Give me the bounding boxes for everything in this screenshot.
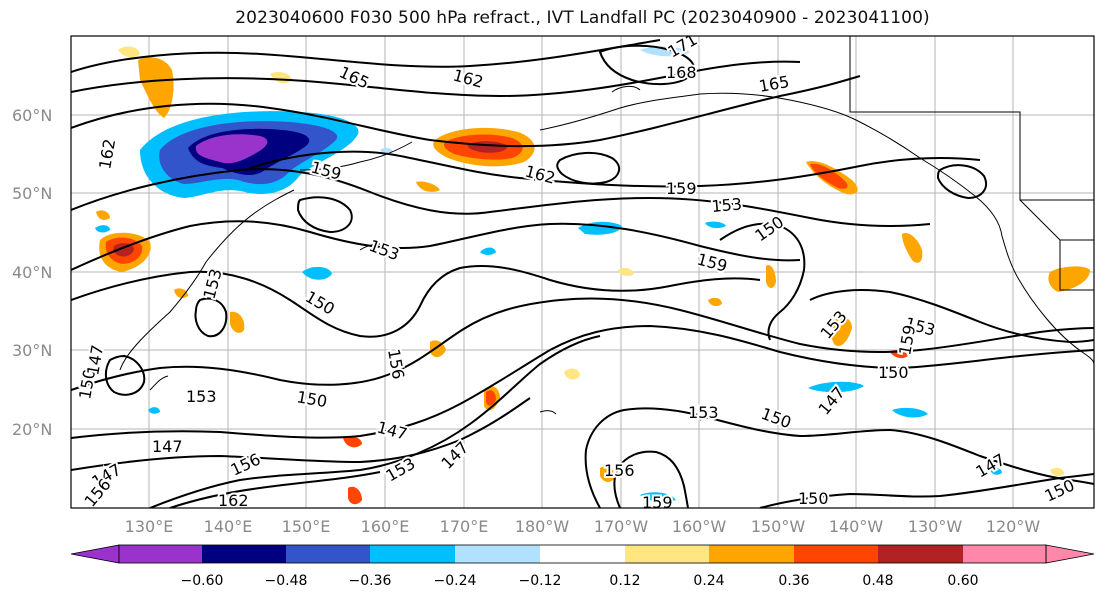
colorbar-segment bbox=[202, 545, 286, 563]
lon-label: 150°E bbox=[282, 517, 331, 536]
lat-label-40n: 40°N bbox=[12, 263, 52, 282]
colorbar-segment bbox=[119, 545, 202, 563]
colorbar-tick-label: 0.60 bbox=[947, 573, 978, 589]
lon-label: 140°W bbox=[829, 517, 884, 536]
colorbar-segment bbox=[455, 545, 540, 563]
colorbar-tick-label: −0.24 bbox=[434, 573, 477, 589]
latitude-labels: 60°N 50°N 40°N 30°N 20°N bbox=[12, 106, 52, 439]
contour-label: 150 bbox=[878, 363, 909, 382]
contour-label: 159 bbox=[642, 493, 673, 512]
lon-label: 170°E bbox=[440, 517, 489, 536]
contour-label: 153 bbox=[688, 403, 719, 422]
lon-label: 160°E bbox=[361, 517, 410, 536]
lon-label: 130°W bbox=[908, 517, 963, 536]
contour-label: 159 bbox=[666, 179, 697, 198]
lon-label: 130°E bbox=[125, 517, 174, 536]
colorbar-segment bbox=[286, 545, 370, 563]
contour-label: 162 bbox=[218, 491, 249, 510]
map-frame bbox=[70, 35, 1095, 509]
colorbar-ticks: −0.60 −0.48 −0.36 −0.24 −0.12 0.12 0.24 … bbox=[181, 573, 979, 589]
contour-label: 168 bbox=[666, 63, 697, 82]
lon-label: 180°W bbox=[515, 517, 570, 536]
colorbar-tick-label: 0.12 bbox=[609, 573, 640, 589]
lat-label-30n: 30°N bbox=[12, 341, 52, 360]
colorbar-segment bbox=[794, 545, 878, 563]
colorbar-extension-right bbox=[1045, 544, 1095, 564]
contour-label: 150 bbox=[75, 367, 99, 400]
contour-label: 156 bbox=[604, 461, 635, 480]
contour-label: 153 bbox=[186, 387, 217, 406]
colorbar-segment bbox=[709, 545, 794, 563]
positive-anomaly-patches bbox=[96, 46, 1090, 505]
longitude-labels: 130°E 140°E 150°E 160°E 170°E 180°W 170°… bbox=[125, 517, 1041, 536]
lon-label: 160°W bbox=[672, 517, 727, 536]
lon-label: 120°W bbox=[986, 517, 1041, 536]
colorbar: −0.60 −0.48 −0.36 −0.24 −0.12 0.12 0.24 … bbox=[70, 544, 1095, 589]
colorbar-tick-label: −0.48 bbox=[265, 573, 308, 589]
refractivity-contours bbox=[71, 39, 1094, 508]
colorbar-extension-left bbox=[70, 544, 120, 564]
lat-label-50n: 50°N bbox=[12, 184, 52, 203]
colorbar-tick-label: −0.12 bbox=[519, 573, 562, 589]
contour-label: 147 bbox=[152, 437, 183, 456]
colorbar-tick-label: −0.36 bbox=[349, 573, 392, 589]
lat-label-60n: 60°N bbox=[12, 106, 52, 125]
lon-label: 170°W bbox=[594, 517, 649, 536]
colorbar-segment bbox=[878, 545, 963, 563]
colorbar-segment bbox=[963, 545, 1046, 563]
colorbar-tick-label: 0.36 bbox=[778, 573, 809, 589]
colorbar-segment bbox=[625, 545, 709, 563]
lat-label-20n: 20°N bbox=[12, 420, 52, 439]
colorbar-segments bbox=[70, 544, 1095, 564]
graticule bbox=[71, 36, 1094, 508]
map-title: 2023040600 F030 500 hPa refract., IVT La… bbox=[235, 8, 930, 28]
colorbar-tick-label: 0.24 bbox=[693, 573, 724, 589]
colorbar-outline bbox=[118, 544, 1047, 564]
contour-label: 153 bbox=[711, 194, 743, 216]
lon-label: 150°W bbox=[751, 517, 806, 536]
lon-label: 140°E bbox=[204, 517, 253, 536]
colorbar-segment bbox=[370, 545, 455, 563]
colorbar-tick-label: −0.60 bbox=[181, 573, 224, 589]
contour-label: 150 bbox=[798, 489, 829, 508]
coastlines bbox=[119, 36, 1094, 421]
colorbar-segment bbox=[540, 545, 625, 563]
colorbar-tick-label: 0.48 bbox=[862, 573, 893, 589]
